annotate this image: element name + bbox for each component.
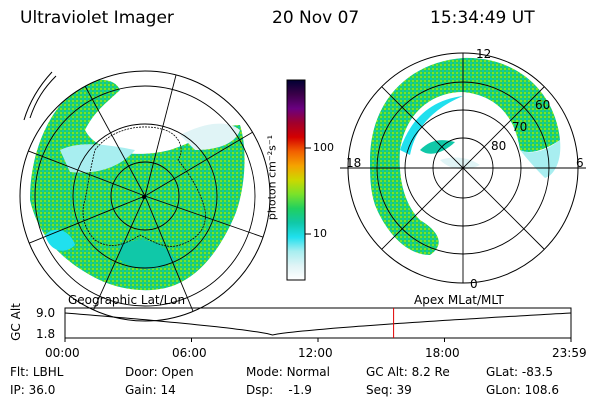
- info-dsp: Dsp: -1.9: [246, 383, 312, 397]
- mlat-label-80: 80: [491, 139, 507, 153]
- geo-map-label: Geographic Lat/Lon: [68, 293, 186, 307]
- time-label: 15:34:49 UT: [430, 8, 535, 28]
- info-flt: Flt: LBHL: [10, 365, 64, 379]
- info-mode: Mode: Normal: [246, 365, 330, 379]
- apex-map: [348, 53, 578, 283]
- gc-alt-ytick-9: 9.0: [36, 306, 56, 320]
- apex-map-label: Apex MLat/MLT: [414, 293, 504, 307]
- gc-alt-ylabel: GC Alt: [9, 303, 23, 341]
- gc-alt-xtick-2359: 23:59: [552, 346, 587, 360]
- gc-alt-ytick-1.8: 1.8: [36, 327, 56, 341]
- colorbar: [286, 79, 306, 281]
- gc-alt-xtick-0000: 00:00: [45, 346, 80, 360]
- info-gain: Gain: 14: [125, 383, 176, 397]
- info-gc-alt: GC Alt: 8.2 Re: [366, 365, 450, 379]
- mlat-label-60: 60: [535, 98, 551, 112]
- mlt-label-12: 12: [476, 47, 492, 61]
- gc-alt-xtick-1200: 12:00: [298, 346, 333, 360]
- info-seq: Seq: 39: [366, 383, 412, 397]
- gc-alt-curve: [64, 312, 572, 336]
- gc-alt-xtick-1800: 18:00: [425, 346, 460, 360]
- geo-map-border: [19, 70, 271, 322]
- instrument-title: Ultraviolet Imager: [20, 8, 174, 28]
- gc-alt-xtick-0600: 06:00: [172, 346, 207, 360]
- subsatellite-point: [142, 195, 146, 199]
- geo-aurora-edge: [60, 144, 135, 173]
- geo-coastline: [82, 126, 206, 247]
- info-glat: GLat: -83.5: [486, 365, 553, 379]
- info-glon: GLon: 108.6: [486, 383, 559, 397]
- colorbar-tick-100: 100: [313, 141, 334, 154]
- mlat-label-70: 70: [512, 120, 528, 134]
- mlt-label-0: 0: [470, 277, 478, 291]
- apex-aurora-oval: [370, 57, 560, 256]
- geo-aurora-emission: [30, 79, 245, 291]
- mlt-label-18: 18: [346, 156, 362, 170]
- info-ip: IP: 36.0: [10, 383, 56, 397]
- mlt-label-6: 6: [576, 156, 584, 170]
- gc-alt-xticks: [64, 338, 572, 342]
- colorbar-tick-10: 10: [313, 227, 327, 240]
- date-label: 20 Nov 07: [272, 8, 360, 28]
- info-door: Door: Open: [125, 365, 194, 379]
- colorbar-unit-label: photon cm⁻²s⁻¹: [265, 134, 279, 221]
